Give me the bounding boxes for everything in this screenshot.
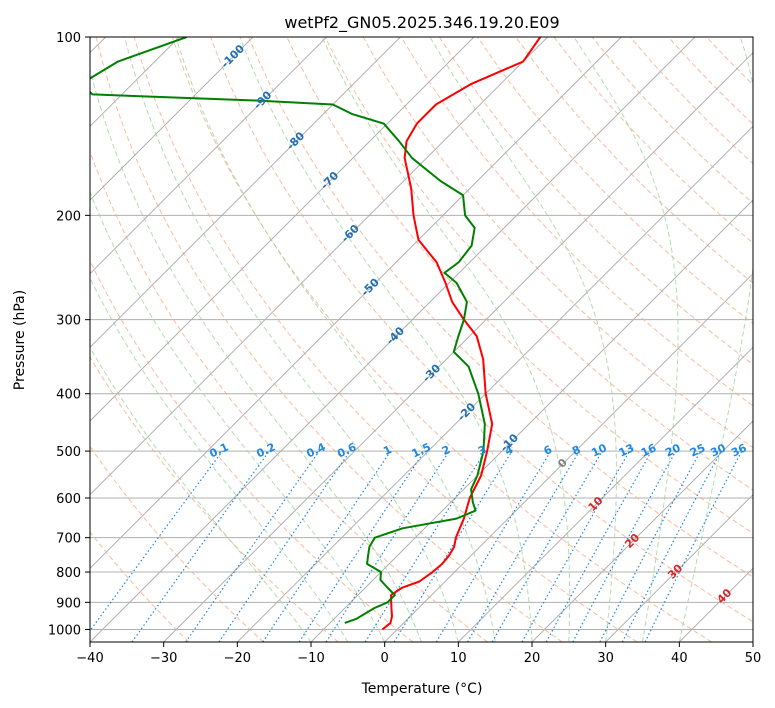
moist-adiabat xyxy=(239,37,533,642)
mixing-ratio-label: 25 xyxy=(688,441,707,459)
dry-adiabat xyxy=(90,445,264,642)
isotherm-line xyxy=(384,272,753,642)
moist-adiabat xyxy=(90,190,386,642)
moist-adiabat xyxy=(175,37,496,642)
plot-frame xyxy=(89,36,754,643)
moist-adiabat xyxy=(124,37,459,642)
mixing-ratio-label: 13 xyxy=(617,441,636,459)
dry-adiabat xyxy=(248,37,753,578)
mixing-ratio-line xyxy=(545,450,653,642)
x-tick-label: −20 xyxy=(224,651,251,666)
y-tick-label: 400 xyxy=(56,388,81,403)
moist-adiabat xyxy=(90,67,422,642)
isotherm-line xyxy=(90,37,696,642)
y-tick-label: 800 xyxy=(56,566,81,581)
dry-adiabat xyxy=(439,37,753,366)
plot-area xyxy=(90,37,753,642)
skewed-isotherms xyxy=(90,37,753,642)
y-tick-label: 1000 xyxy=(48,623,81,638)
x-tick-label: 40 xyxy=(671,651,688,666)
mixing-ratio-label: 30 xyxy=(708,441,728,459)
moist-adiabats xyxy=(90,37,753,642)
pressure-gridlines xyxy=(90,37,753,630)
mixing-ratio-line xyxy=(521,450,631,642)
isotherm-line xyxy=(90,37,328,275)
x-tick-label: 0 xyxy=(381,651,389,666)
y-tick-label: 200 xyxy=(56,209,81,224)
moist-adiabat xyxy=(678,37,753,642)
x-axis: −40 −30 −20 −10 0 10 20 30 40 50 xyxy=(76,642,761,666)
dry-adiabat xyxy=(400,37,753,407)
mixing-ratio-line xyxy=(644,450,743,642)
isotherm-line xyxy=(163,51,753,642)
x-tick-label: 10 xyxy=(450,651,467,666)
isotherm-line xyxy=(90,37,401,349)
x-tick-label: 20 xyxy=(524,651,541,666)
x-tick-label: −40 xyxy=(76,651,103,666)
y-tick-label: 500 xyxy=(56,445,81,460)
x-tick-label: 30 xyxy=(597,651,614,666)
isotherm-line xyxy=(90,37,549,496)
y-tick-label: 100 xyxy=(56,31,81,46)
profiles xyxy=(90,37,542,631)
dry-adiabat xyxy=(515,37,753,284)
mixing-ratio-line xyxy=(90,450,223,632)
isotherm-line xyxy=(531,420,753,642)
dry-adiabat xyxy=(210,37,753,623)
moist-adiabat xyxy=(429,37,617,642)
dry-adiabat xyxy=(171,37,712,642)
mixing-ratio-line xyxy=(572,450,677,642)
dry-adiabat xyxy=(324,37,753,491)
dewpoint-profile xyxy=(90,37,486,624)
y-tick-label: 900 xyxy=(56,596,81,611)
moist-adiabat xyxy=(90,277,349,642)
mixing-ratio-lines xyxy=(90,450,743,642)
isotherm-line xyxy=(605,493,753,642)
mixing-ratio-line xyxy=(131,450,270,642)
moist-adiabat xyxy=(321,37,571,642)
dry-adiabat xyxy=(90,356,339,642)
isotherm-line xyxy=(90,37,475,422)
isotherm-line xyxy=(236,125,753,642)
x-tick-label: −30 xyxy=(150,651,177,666)
y-tick-label: 300 xyxy=(56,314,81,329)
isotherm-line xyxy=(457,346,753,642)
isotherm-line xyxy=(310,199,753,642)
mixing-ratio-line xyxy=(185,450,320,642)
dry-adiabat xyxy=(90,150,488,642)
mixing-ratio-label: 16 xyxy=(639,441,659,459)
mixing-ratio-line xyxy=(218,450,351,642)
mixing-ratio-line xyxy=(262,450,392,642)
mixing-ratio-label: 20 xyxy=(663,441,683,459)
dry-adiabat xyxy=(133,37,638,642)
mixing-ratio-line xyxy=(325,450,450,642)
y-axis-label: Pressure (hPa) xyxy=(12,290,28,390)
dry-adiabat xyxy=(95,37,563,642)
y-axis: 1000 900 800 700 600 500 400 300 200 100 xyxy=(48,31,90,638)
x-tick-label: −10 xyxy=(297,651,324,666)
moist-adiabat xyxy=(573,37,679,642)
isotherm-line xyxy=(90,37,254,201)
y-tick-label: 600 xyxy=(56,492,81,507)
temperature-profile xyxy=(381,37,542,631)
mixing-ratio-line xyxy=(298,450,425,642)
chart-title: wetPf2_GN05.2025.346.19.20.E09 xyxy=(284,13,559,33)
x-axis-label: Temperature (°C) xyxy=(361,681,483,697)
isotherm-line xyxy=(90,37,622,570)
mixing-ratio-line xyxy=(393,450,513,642)
y-tick-label: 700 xyxy=(56,532,81,547)
mixing-ratio-label: 36 xyxy=(729,441,749,459)
mixing-ratio-label: 10 xyxy=(589,441,609,459)
x-tick-label: 50 xyxy=(745,651,762,666)
dry-adiabat xyxy=(90,531,190,642)
